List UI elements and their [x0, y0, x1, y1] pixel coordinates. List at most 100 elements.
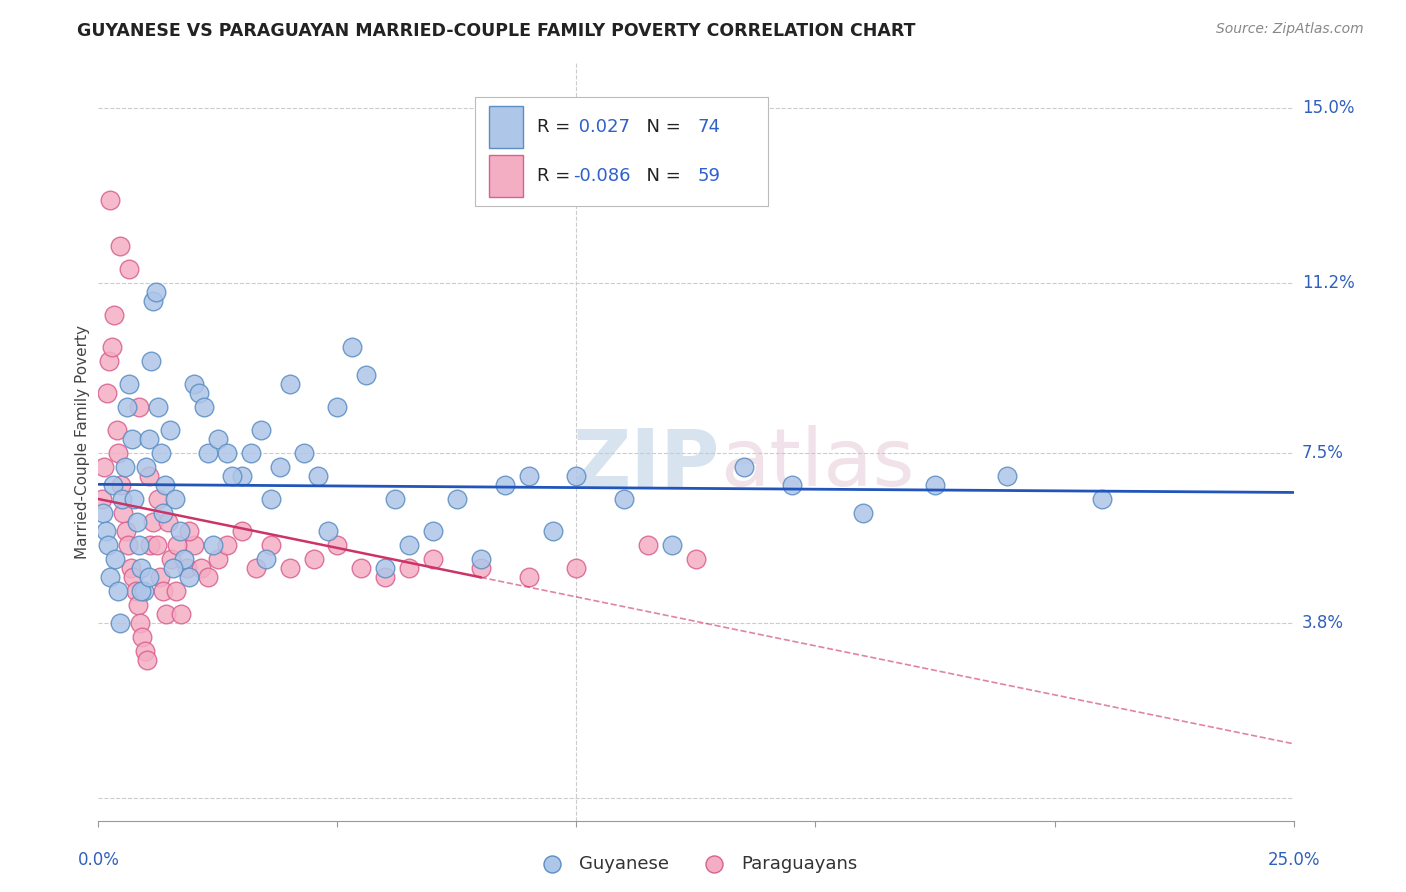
Point	[422, 524, 444, 538]
Point	[470, 551, 492, 566]
Point	[374, 570, 396, 584]
Text: 0.0%: 0.0%	[77, 851, 120, 869]
Point	[245, 561, 267, 575]
Point	[187, 386, 209, 401]
Point	[422, 551, 444, 566]
Point	[139, 354, 162, 368]
Point	[924, 478, 946, 492]
Point	[217, 538, 239, 552]
Point	[494, 478, 516, 492]
Point	[118, 262, 141, 277]
Point	[384, 491, 406, 506]
Point	[995, 469, 1018, 483]
Point	[350, 561, 373, 575]
Point	[169, 607, 191, 621]
Point	[129, 615, 152, 630]
Point	[165, 583, 187, 598]
Point	[231, 469, 253, 483]
Point	[780, 478, 803, 492]
Point	[197, 446, 219, 460]
Point	[134, 643, 156, 657]
Point	[128, 538, 150, 552]
Point	[254, 551, 277, 566]
Point	[316, 524, 339, 538]
Point	[190, 561, 212, 575]
FancyBboxPatch shape	[489, 106, 523, 148]
Point	[125, 515, 148, 529]
Point	[101, 478, 124, 492]
Text: 15.0%: 15.0%	[1302, 99, 1354, 118]
Point	[173, 551, 195, 566]
Point	[110, 478, 132, 492]
Point	[91, 506, 114, 520]
Point	[326, 400, 349, 414]
Point	[470, 561, 492, 575]
Point	[132, 583, 155, 598]
Point	[159, 423, 181, 437]
Point	[541, 524, 564, 538]
Point	[193, 400, 215, 414]
Text: 3.8%: 3.8%	[1302, 614, 1344, 632]
Point	[685, 551, 707, 566]
Point	[169, 524, 191, 538]
Point	[114, 459, 136, 474]
Text: atlas: atlas	[720, 425, 914, 503]
Point	[125, 583, 148, 598]
Point	[207, 551, 229, 566]
Text: Source: ZipAtlas.com: Source: ZipAtlas.com	[1216, 22, 1364, 37]
Point	[128, 400, 150, 414]
Point	[326, 538, 349, 552]
Point	[91, 491, 114, 506]
Point	[131, 630, 153, 644]
Point	[121, 432, 143, 446]
Point	[152, 506, 174, 520]
FancyBboxPatch shape	[475, 96, 768, 207]
Legend: Guyanese, Paraguayans: Guyanese, Paraguayans	[527, 847, 865, 880]
Point	[104, 551, 127, 566]
Point	[115, 400, 138, 414]
Point	[374, 561, 396, 575]
Point	[101, 340, 124, 354]
Point	[94, 524, 117, 538]
Point	[96, 386, 118, 401]
Point	[162, 561, 184, 575]
Point	[138, 432, 160, 446]
Point	[179, 524, 201, 538]
Point	[142, 515, 165, 529]
Point	[183, 377, 205, 392]
Point	[179, 570, 201, 584]
Text: 7.5%: 7.5%	[1302, 444, 1344, 462]
Text: 74: 74	[697, 118, 720, 136]
Point	[131, 583, 153, 598]
Y-axis label: Married-Couple Family Poverty: Married-Couple Family Poverty	[75, 325, 90, 558]
Point	[139, 538, 162, 552]
Point	[278, 377, 301, 392]
Point	[117, 538, 139, 552]
Point	[176, 561, 198, 575]
Point	[115, 524, 138, 538]
Point	[307, 469, 329, 483]
Point	[152, 583, 174, 598]
Point	[661, 538, 683, 552]
Text: -0.086: -0.086	[572, 167, 630, 186]
Point	[852, 506, 875, 520]
Point	[127, 598, 149, 612]
Text: N =: N =	[636, 167, 686, 186]
Point	[131, 561, 153, 575]
Point	[733, 459, 755, 474]
Text: N =: N =	[636, 118, 686, 136]
Text: 25.0%: 25.0%	[1267, 851, 1320, 869]
Point	[160, 551, 183, 566]
Point	[97, 354, 120, 368]
Point	[565, 561, 588, 575]
Text: 11.2%: 11.2%	[1302, 274, 1354, 292]
Point	[398, 538, 420, 552]
Point	[354, 368, 377, 382]
Point	[221, 469, 243, 483]
Text: 0.027: 0.027	[572, 118, 630, 136]
Point	[340, 340, 363, 354]
Point	[148, 491, 170, 506]
Point	[112, 506, 135, 520]
Point	[197, 570, 219, 584]
Point	[107, 583, 129, 598]
